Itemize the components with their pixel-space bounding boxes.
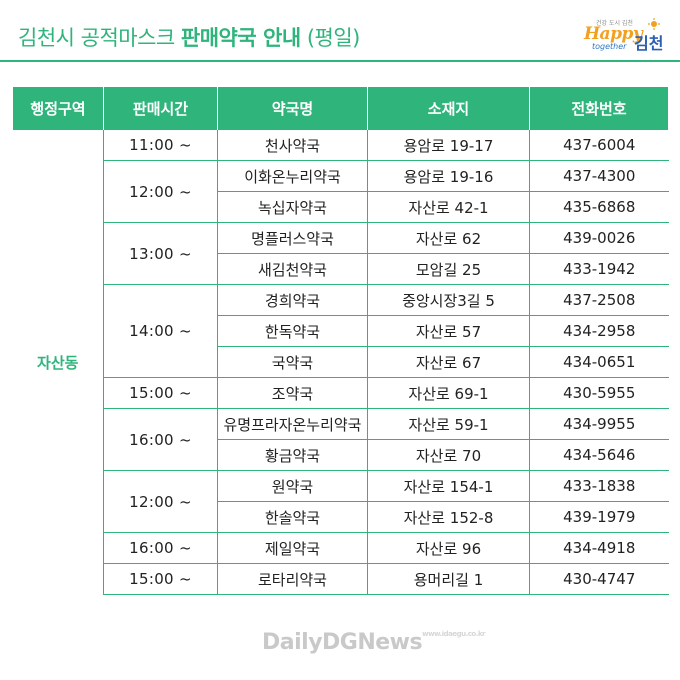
table-row: 자산동 11:00 ~ 천사약국 용암로 19-17 437-6004 xyxy=(12,129,669,595)
pharmacy-name-cell: 유명프라자온누리약국 xyxy=(217,408,368,440)
logo-happy: Happy xyxy=(584,24,643,44)
pharmacy-name-cell: 한독약국 xyxy=(217,315,368,347)
table-row: 새김천약국 모암길 25 433-1942 xyxy=(13,253,669,285)
table-row: 16:00 ~ 제일약국 자산로 96 434-4918 xyxy=(13,532,669,564)
pharmacy-name-cell: 경희약국 xyxy=(217,284,368,316)
happy-gimcheon-logo: 건강 도시 김천 Happy together 김천 xyxy=(584,18,666,54)
address-cell: 중앙시장3길 5 xyxy=(367,284,530,316)
address-cell: 자산로 62 xyxy=(367,222,530,254)
logo-together: together xyxy=(592,42,627,51)
pharmacy-name-cell: 국약국 xyxy=(217,346,368,378)
pharmacy-table: 행정구역 판매시간 약국명 소재지 전화번호 자산동 11:00 ~ 천사약국 용암로 19-… xyxy=(12,87,669,595)
page-header: 김천시 공적마스크 판매약국 안내 (평일) 건강 도시 김천 Happy to… xyxy=(0,0,680,60)
table-row: 국약국 자산로 67 434-0651 xyxy=(13,346,669,378)
address-cell: 자산로 59-1 xyxy=(367,408,530,440)
column-header: 행정구역 xyxy=(12,87,104,130)
address-cell: 자산로 57 xyxy=(367,315,530,347)
watermark-text: DailyDGNews xyxy=(262,630,423,655)
watermark: DailyDGNewswww.idaegu.co.kr xyxy=(262,630,485,655)
phone-cell: 433-1838 xyxy=(529,470,669,502)
phone-cell: 437-2508 xyxy=(529,284,669,316)
sale-time-cell: 15:00 ~ xyxy=(103,377,218,409)
address-cell: 자산로 154-1 xyxy=(367,470,530,502)
table-row: 녹십자약국 자산로 42-1 435-6868 xyxy=(13,191,669,223)
column-header: 판매시간 xyxy=(103,87,218,130)
address-cell: 용머리길 1 xyxy=(367,563,530,595)
table-header-row: 행정구역 판매시간 약국명 소재지 전화번호 xyxy=(12,87,669,130)
table-row: 15:00 ~ 로타리약국 용머리길 1 430-4747 xyxy=(13,563,669,595)
pharmacy-name-cell: 황금약국 xyxy=(217,439,368,471)
phone-cell: 437-6004 xyxy=(529,129,669,161)
pharmacy-name-cell: 녹십자약국 xyxy=(217,191,368,223)
logo-slogan: 건강 도시 김천 xyxy=(596,20,633,27)
address-cell: 자산로 42-1 xyxy=(367,191,530,223)
table-row: 15:00 ~ 조약국 자산로 69-1 430-5955 xyxy=(13,377,669,409)
pharmacy-name-cell: 원약국 xyxy=(217,470,368,502)
address-cell: 용암로 19-17 xyxy=(367,129,530,161)
sale-time-cell: 16:00 ~ xyxy=(103,408,218,471)
address-cell: 자산로 96 xyxy=(367,532,530,564)
title-divider xyxy=(0,60,680,62)
table-row: 한독약국 자산로 57 434-2958 xyxy=(13,315,669,347)
pharmacy-name-cell: 제일약국 xyxy=(217,532,368,564)
table-row: 12:00 ~ 이화온누리약국 용암로 19-16 437-4300 xyxy=(13,160,669,223)
table-row: 16:00 ~ 유명프라자온누리약국 자산로 59-1 434-9955 xyxy=(13,408,669,471)
phone-cell: 434-4918 xyxy=(529,532,669,564)
sale-time-cell: 13:00 ~ xyxy=(103,222,218,285)
phone-cell: 430-4747 xyxy=(529,563,669,595)
table-row: 12:00 ~ 원약국 자산로 154-1 433-1838 xyxy=(13,470,669,533)
logo-city: 김천 xyxy=(634,34,664,53)
address-cell: 모암길 25 xyxy=(367,253,530,285)
phone-cell: 437-4300 xyxy=(529,160,669,192)
pharmacy-name-cell: 천사약국 xyxy=(217,129,368,161)
phone-cell: 434-5646 xyxy=(529,439,669,471)
page-title: 김천시 공적마스크 판매약국 안내 (평일) xyxy=(18,22,360,52)
phone-cell: 433-1942 xyxy=(529,253,669,285)
title-regular: 김천시 공적마스크 xyxy=(18,26,181,50)
phone-cell: 439-1979 xyxy=(529,501,669,533)
address-cell: 자산로 67 xyxy=(367,346,530,378)
district-cell: 자산동 xyxy=(12,129,104,595)
sale-time-cell: 16:00 ~ xyxy=(103,532,218,564)
phone-cell: 434-9955 xyxy=(529,408,669,440)
phone-cell: 439-0026 xyxy=(529,222,669,254)
table-row: 14:00 ~ 경희약국 중앙시장3길 5 437-2508 xyxy=(13,284,669,378)
column-header: 약국명 xyxy=(217,87,368,130)
pharmacy-name-cell: 한솔약국 xyxy=(217,501,368,533)
address-cell: 자산로 69-1 xyxy=(367,377,530,409)
pharmacy-name-cell: 조약국 xyxy=(217,377,368,409)
title-suffix: (평일) xyxy=(300,26,361,50)
address-cell: 자산로 152-8 xyxy=(367,501,530,533)
pharmacy-name-cell: 이화온누리약국 xyxy=(217,160,368,192)
column-header: 전화번호 xyxy=(529,87,669,130)
pharmacy-name-cell: 명플러스약국 xyxy=(217,222,368,254)
table-body: 자산동 11:00 ~ 천사약국 용암로 19-17 437-6004 12:00 ~ 이화… xyxy=(12,129,669,595)
pharmacy-name-cell: 로타리약국 xyxy=(217,563,368,595)
table-row: 한솔약국 자산로 152-8 439-1979 xyxy=(13,501,669,533)
sale-time-cell: 12:00 ~ xyxy=(103,160,218,223)
column-header: 소재지 xyxy=(367,87,530,130)
table-row: 황금약국 자산로 70 434-5646 xyxy=(13,439,669,471)
sun-icon xyxy=(648,18,660,30)
phone-cell: 434-2958 xyxy=(529,315,669,347)
table-row: 13:00 ~ 명플러스약국 자산로 62 439-0026 xyxy=(13,222,669,285)
sale-time-cell: 15:00 ~ xyxy=(103,563,218,595)
sale-time-cell: 14:00 ~ xyxy=(103,284,218,378)
sale-time-cell: 11:00 ~ xyxy=(103,129,218,161)
phone-cell: 434-0651 xyxy=(529,346,669,378)
address-cell: 용암로 19-16 xyxy=(367,160,530,192)
title-bold: 판매약국 안내 xyxy=(180,26,301,50)
pharmacy-name-cell: 새김천약국 xyxy=(217,253,368,285)
phone-cell: 435-6868 xyxy=(529,191,669,223)
watermark-url: www.idaegu.co.kr xyxy=(422,630,485,638)
sale-time-cell: 12:00 ~ xyxy=(103,470,218,533)
address-cell: 자산로 70 xyxy=(367,439,530,471)
phone-cell: 430-5955 xyxy=(529,377,669,409)
